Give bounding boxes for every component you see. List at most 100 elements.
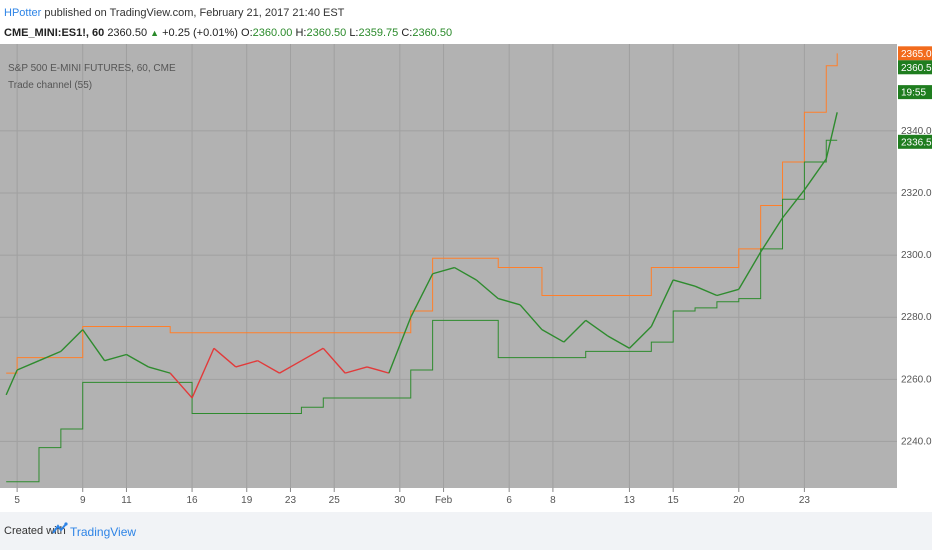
chart-header: HPotter published on TradingView.com, Fe… [0, 0, 932, 44]
price-segment [541, 329, 565, 343]
chart-title: S&P 500 E-MINI FUTURES, 60, CME [8, 63, 176, 74]
x-tick-label: 8 [550, 495, 556, 506]
price-change: +0.25 (+0.01%) [162, 27, 238, 39]
plot-area[interactable] [0, 44, 897, 488]
x-tick-label: 25 [329, 495, 341, 506]
lower_channel-line [6, 139, 838, 483]
high-value: 2360.50 [306, 27, 347, 39]
low-label: L: [349, 27, 359, 39]
price-segment [585, 319, 608, 337]
price-segment [235, 360, 258, 368]
symbol-info: CME_MINI:ES1!, 60 2360.50 ▲ +0.25 (+0.01… [4, 27, 452, 39]
price-segment [694, 285, 718, 297]
price-segment [126, 353, 149, 368]
upper_channel-line [6, 53, 838, 374]
up-arrow-icon: ▲ [150, 28, 160, 38]
tradingview-link[interactable]: TradingView [70, 525, 137, 539]
price-segment [825, 112, 838, 160]
close-value: 2360.50 [412, 27, 453, 39]
price-segment [257, 360, 280, 374]
x-tick-label: 20 [733, 495, 745, 506]
price-tags: 2365.00 2360.50 19:55 2336.50 [898, 46, 932, 149]
symbol-name[interactable]: CME_MINI:ES1!, 60 [4, 27, 105, 39]
author-link[interactable]: HPotter [4, 7, 42, 19]
price-segment [563, 319, 587, 343]
x-tick-label: 23 [799, 495, 811, 506]
price-segment [191, 347, 215, 399]
price-tag [898, 85, 932, 100]
price-chart[interactable]: 2240.00 2260.00 2280.00 2300.00 2320.00 2340.… [0, 44, 932, 512]
y-tick-label: 2260.00 [901, 374, 932, 385]
last-price: 2360.50 [107, 27, 148, 39]
price-segment [781, 189, 805, 219]
price-segment [366, 366, 390, 374]
price-tag [898, 134, 932, 149]
price-axis[interactable] [897, 44, 932, 488]
price-segment [519, 304, 543, 331]
price-segment [82, 329, 106, 362]
indicator-label: Trade channel (55) [8, 80, 92, 91]
high-label: H: [295, 27, 307, 39]
price-segment [760, 217, 784, 253]
y-tick-label: 2300.00 [901, 250, 932, 261]
x-axis-ticks: 5 9 11 16 19 23 25 30 Feb 6 8 13 15 20 23 [14, 488, 810, 506]
price-segment [213, 347, 237, 368]
price-segment [803, 158, 827, 191]
price-tag-label: 2365.00 [901, 49, 932, 60]
price-tag-label: 2336.50 [901, 137, 932, 148]
series-lines [5, 53, 838, 483]
price-segment [628, 326, 652, 349]
x-tick-label: 9 [80, 495, 86, 506]
y-axis-ticks: 2240.00 2260.00 2280.00 2300.00 2320.00 2340.… [901, 126, 932, 447]
time-axis[interactable] [0, 488, 932, 512]
price-segment [322, 347, 346, 374]
x-tick-label: Feb [435, 495, 453, 506]
x-tick-label: 15 [668, 495, 680, 506]
x-tick-label: 11 [121, 495, 132, 506]
close-label: C: [401, 27, 413, 39]
open-label: O: [241, 27, 253, 39]
price-segment [38, 350, 62, 362]
y-tick-label: 2240.00 [901, 436, 932, 447]
price-segment [60, 329, 84, 352]
price-segment [498, 297, 521, 306]
price-tag-label: 2360.50 [901, 63, 932, 74]
published-text: published on TradingView.com, February 2… [44, 7, 345, 19]
price-segment [279, 360, 302, 374]
price-segment [388, 316, 412, 374]
price-segment [650, 279, 674, 327]
price-segment [607, 335, 630, 349]
x-tick-label: 19 [241, 495, 253, 506]
grid-lines [0, 44, 897, 488]
price-segment [301, 347, 324, 362]
x-tick-label: 30 [394, 495, 406, 506]
x-tick-label: 6 [506, 495, 512, 506]
price-tag [898, 46, 932, 61]
x-tick-label: 5 [14, 495, 20, 506]
price-segment [738, 251, 762, 290]
price-segment [169, 372, 193, 399]
price-tag-label: 19:55 [901, 88, 926, 99]
price-segment [344, 366, 368, 374]
tradingview-logo-icon [52, 522, 68, 534]
price-segment [5, 369, 18, 396]
price-segment [432, 266, 455, 275]
x-tick-label: 16 [187, 495, 199, 506]
y-tick-label: 2280.00 [901, 312, 932, 323]
footer: Created with TradingView [0, 512, 932, 550]
x-tick-label: 23 [285, 495, 297, 506]
price-segment [16, 360, 40, 371]
low-value: 2359.75 [358, 27, 399, 39]
open-value: 2360.00 [252, 27, 293, 39]
price-segment [454, 266, 477, 281]
price-segment [148, 366, 171, 374]
y-tick-label: 2340.00 [901, 126, 932, 137]
price-segment [104, 353, 127, 362]
publish-info: HPotter published on TradingView.com, Fe… [4, 7, 344, 19]
price-segment [410, 273, 434, 318]
price-segment [475, 279, 499, 300]
x-tick-label: 13 [624, 495, 636, 506]
price-segment [672, 279, 696, 287]
y-tick-label: 2320.00 [901, 188, 932, 199]
price-segment [716, 288, 739, 297]
